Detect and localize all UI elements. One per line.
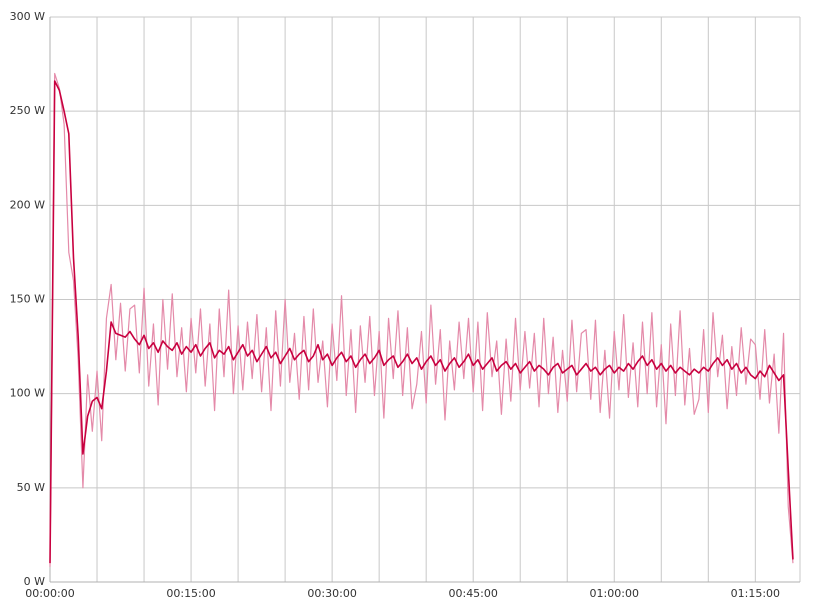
x-tick-label: 00:30:00 (307, 587, 356, 600)
y-tick-label: 0 W (24, 575, 45, 588)
y-tick-label: 50 W (17, 481, 45, 494)
x-tick-label: 01:00:00 (590, 587, 639, 600)
x-tick-label: 00:45:00 (448, 587, 497, 600)
x-tick-label: 01:15:00 (731, 587, 780, 600)
y-tick-label: 200 W (10, 198, 45, 211)
data-line (49, 72, 794, 567)
y-tick-label: 100 W (10, 387, 45, 400)
y-tick-label: 150 W (10, 293, 45, 306)
x-tick-label: 00:00:00 (25, 587, 74, 600)
y-tick-label: 250 W (10, 104, 45, 117)
data-line (49, 80, 794, 564)
y-tick-label: 300 W (10, 10, 45, 23)
x-tick-label: 00:15:00 (166, 587, 215, 600)
